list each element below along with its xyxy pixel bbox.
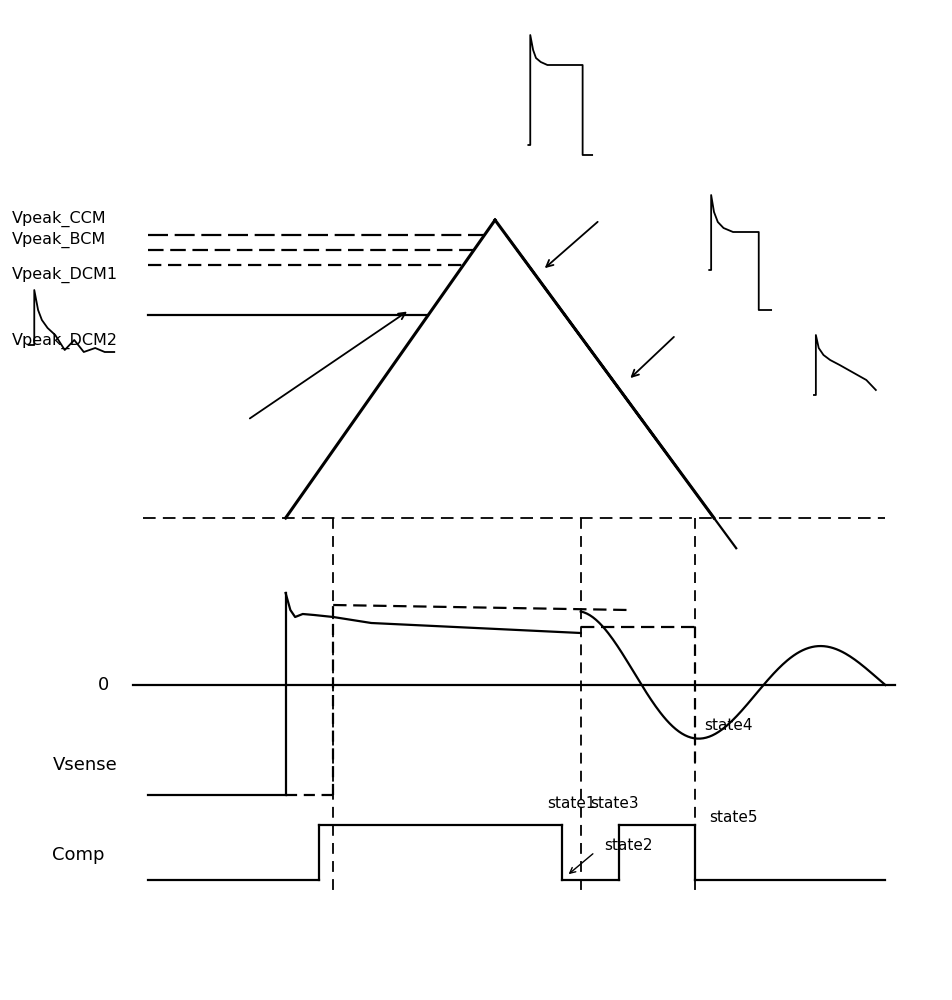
Text: state2: state2 <box>605 838 653 853</box>
Text: Vpeak_CCM: Vpeak_CCM <box>11 211 106 227</box>
Text: state4: state4 <box>704 718 753 733</box>
Text: 0: 0 <box>98 676 109 694</box>
Text: Vpeak_DCM2: Vpeak_DCM2 <box>11 333 117 349</box>
Text: Vsense: Vsense <box>52 756 117 774</box>
Text: state1: state1 <box>547 796 595 811</box>
Text: Vpeak_DCM1: Vpeak_DCM1 <box>11 267 117 283</box>
Text: state3: state3 <box>590 796 639 811</box>
Text: state5: state5 <box>709 810 758 825</box>
Text: Comp: Comp <box>52 846 105 864</box>
Text: Vpeak_BCM: Vpeak_BCM <box>11 232 106 248</box>
